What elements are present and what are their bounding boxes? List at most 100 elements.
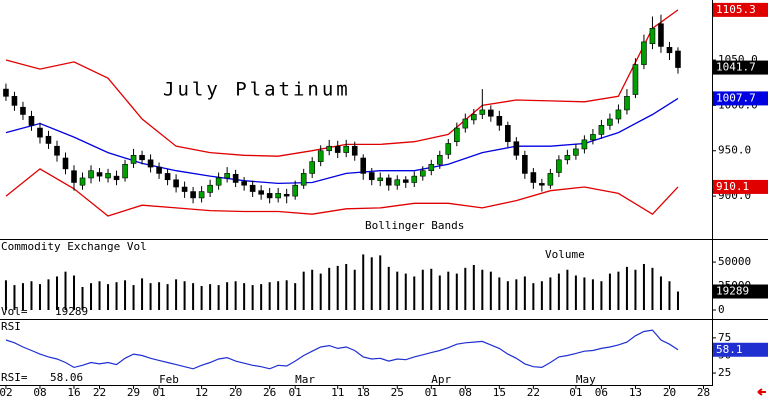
value-box-label: 19289 — [716, 285, 749, 298]
x-tick-label: 12 — [195, 386, 208, 399]
candle-body — [496, 115, 503, 126]
x-tick-label: 11 — [331, 386, 344, 399]
candle-body — [190, 191, 196, 199]
volume-bar — [149, 283, 152, 310]
volume-bar — [676, 291, 679, 310]
annotation: Bollinger Bands — [365, 219, 464, 232]
y-tick-label: 75 — [718, 331, 731, 344]
candle-body — [454, 127, 460, 142]
volume-bar — [455, 273, 458, 310]
candle-body — [258, 190, 264, 195]
x-tick-label: 01 — [289, 386, 302, 399]
candle-body — [283, 193, 290, 197]
volume-bar — [268, 282, 271, 310]
candle-body — [394, 179, 401, 186]
volume-bar — [608, 273, 611, 310]
x-tick-label: 20 — [229, 386, 242, 399]
volume-bar — [515, 279, 518, 310]
value-box — [713, 2, 768, 17]
x-tick-label: 20 — [663, 386, 676, 399]
volume-bar — [642, 264, 645, 310]
candle-body — [173, 179, 179, 188]
month-label: Mar — [295, 373, 315, 386]
candle-body — [181, 186, 188, 192]
candle-body — [436, 154, 443, 165]
value-box — [713, 91, 768, 106]
candle-body — [215, 177, 222, 186]
candle-body — [334, 145, 341, 153]
volume-bar — [124, 280, 127, 310]
candle-body — [632, 64, 639, 95]
candle-body — [539, 183, 545, 186]
x-tick-label: 01 — [569, 386, 582, 399]
volume-bar — [583, 277, 586, 310]
candle-body — [28, 115, 35, 126]
volume-bar — [64, 271, 67, 310]
volume-bar — [55, 276, 58, 310]
volume-bar — [141, 278, 144, 310]
candle-body — [360, 157, 367, 174]
volume-bar — [175, 279, 178, 310]
volume-bar — [166, 284, 169, 310]
volume-bar — [311, 269, 314, 310]
volume-bar — [328, 267, 331, 310]
candle-body — [351, 145, 358, 156]
candle-body — [130, 154, 137, 164]
candle-body — [37, 127, 43, 138]
candle-body — [54, 145, 60, 156]
candle-body — [317, 150, 324, 162]
candle-body — [590, 134, 596, 141]
candle-body — [300, 173, 307, 186]
volume-bar — [379, 255, 382, 310]
volume-bar — [234, 281, 237, 310]
last-value: 19289 — [55, 305, 88, 318]
chart-title: July Platinum — [163, 79, 351, 101]
volume-bar — [319, 273, 322, 310]
value-box-label: 1007.7 — [716, 91, 756, 104]
candle-body — [105, 173, 111, 179]
x-tick-label: 08 — [33, 386, 46, 399]
volume-bar — [617, 271, 620, 310]
candle-body — [573, 148, 579, 156]
volume-bar — [294, 283, 297, 310]
volume-bar — [183, 281, 186, 310]
volume-bar — [591, 279, 594, 310]
candle-body — [62, 157, 69, 170]
volume-bar — [192, 283, 195, 310]
y-tick-label: 25 — [718, 366, 731, 379]
panel-title: Commodity Exchange Vol — [1, 240, 147, 253]
volume-bar — [421, 269, 424, 310]
volume-bar — [81, 287, 84, 310]
volume-bar — [336, 265, 339, 310]
candle-body — [607, 118, 613, 126]
volume-bar — [115, 282, 118, 310]
volume-bar — [217, 285, 220, 310]
candle-body — [343, 145, 350, 153]
volume-bar — [226, 282, 229, 310]
candle-body — [505, 125, 511, 142]
candle-body — [88, 170, 94, 179]
candle-body — [368, 172, 375, 181]
volume-bar — [557, 273, 560, 310]
candle-body — [326, 145, 333, 152]
volume-bar — [98, 281, 101, 310]
panel-label: Volume — [545, 248, 585, 261]
x-tick-label: 15 — [493, 386, 506, 399]
volume-bar — [472, 264, 475, 310]
volume-bar — [21, 283, 24, 310]
value-box-label: 910.1 — [716, 180, 749, 193]
candle-body — [79, 177, 86, 186]
candle-body — [411, 175, 418, 183]
candle-body — [249, 184, 256, 192]
x-tick-label: 22 — [93, 386, 106, 399]
candle-body — [122, 164, 128, 179]
bollinger-band — [5, 168, 679, 217]
scroll-arrow[interactable] — [757, 388, 766, 396]
volume-bar — [90, 283, 93, 310]
candle-body — [3, 88, 9, 97]
volume-bar — [600, 281, 603, 310]
candle-body — [147, 159, 154, 168]
candle-body — [292, 184, 298, 197]
panel-title: RSI — [1, 320, 21, 333]
